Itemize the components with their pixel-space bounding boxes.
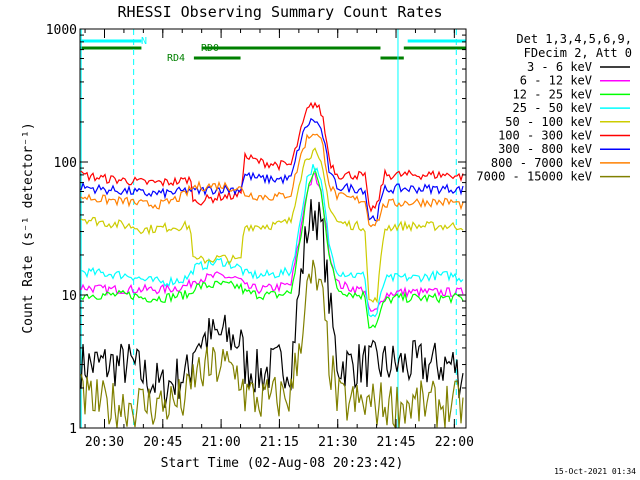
- legend-label-4: 25 - 50 keV: [513, 101, 592, 115]
- y-tick-label: 100: [54, 156, 77, 171]
- x-axis-label: Start Time (02-Aug-08 20:23:42): [161, 456, 404, 471]
- flag-label-rd0: RD0: [201, 43, 219, 54]
- legend-header-line-2: FDecim 2, Att 0: [524, 46, 632, 60]
- legend-label-9: 7000 - 15000 keV: [476, 170, 592, 184]
- axes: 1 10 100 1000 20:30 20:45 21:00 21:15 21:30 21:45…: [46, 23, 474, 450]
- legend-label-7: 300 - 800 keV: [498, 142, 592, 156]
- legend-label-8: 800 - 7000 keV: [491, 156, 592, 170]
- timestamp-footer: 15-Oct-2021 01:34: [554, 467, 636, 476]
- x-tick-label: 21:45: [376, 435, 415, 450]
- legend-header-line-1: Det 1,3,4,5,6,9,: [516, 32, 632, 46]
- series-line-4: [80, 164, 464, 318]
- legend-label-6: 100 - 300 keV: [498, 129, 592, 143]
- series-line-8: [80, 133, 464, 228]
- x-tick-label: 20:45: [143, 435, 182, 450]
- x-tick-label: 21:30: [318, 435, 357, 450]
- legend: Det 1,3,4,5,6,9, FDecim 2, Att 0 3 - 6 k…: [476, 32, 632, 184]
- legend-label-5: 50 - 100 keV: [505, 115, 592, 129]
- x-tick-label: 21:15: [260, 435, 299, 450]
- series-line-2: [80, 172, 464, 312]
- legend-label-2: 6 - 12 keV: [520, 74, 592, 88]
- y-axis-label: Count Rate (s⁻¹ detector⁻¹): [21, 122, 36, 333]
- x-tick-label: 22:00: [435, 435, 474, 450]
- series-line-5: [80, 147, 464, 304]
- flag-label-n: N: [141, 36, 147, 47]
- plot-frame: [79, 28, 467, 429]
- series-line-7: [80, 117, 464, 222]
- legend-label-1: 3 - 6 keV: [527, 60, 592, 74]
- x-tick-label: 21:00: [202, 435, 241, 450]
- series-line-3: [80, 167, 464, 329]
- observing-flags: N RD0 RD4: [80, 36, 466, 64]
- y-tick-label: 1000: [46, 23, 77, 38]
- series-line-9: [80, 259, 464, 430]
- y-tick-label: 10: [61, 289, 77, 304]
- flag-label-rd4: RD4: [167, 53, 185, 64]
- legend-label-3: 12 - 25 keV: [513, 87, 592, 101]
- series-line-6: [80, 101, 464, 213]
- y-tick-label: 1: [69, 422, 77, 437]
- x-tick-label: 20:30: [85, 435, 124, 450]
- series-lines: [80, 101, 464, 430]
- series-line-1: [80, 199, 464, 409]
- chart-title: RHESSI Observing Summary Count Rates: [117, 3, 442, 21]
